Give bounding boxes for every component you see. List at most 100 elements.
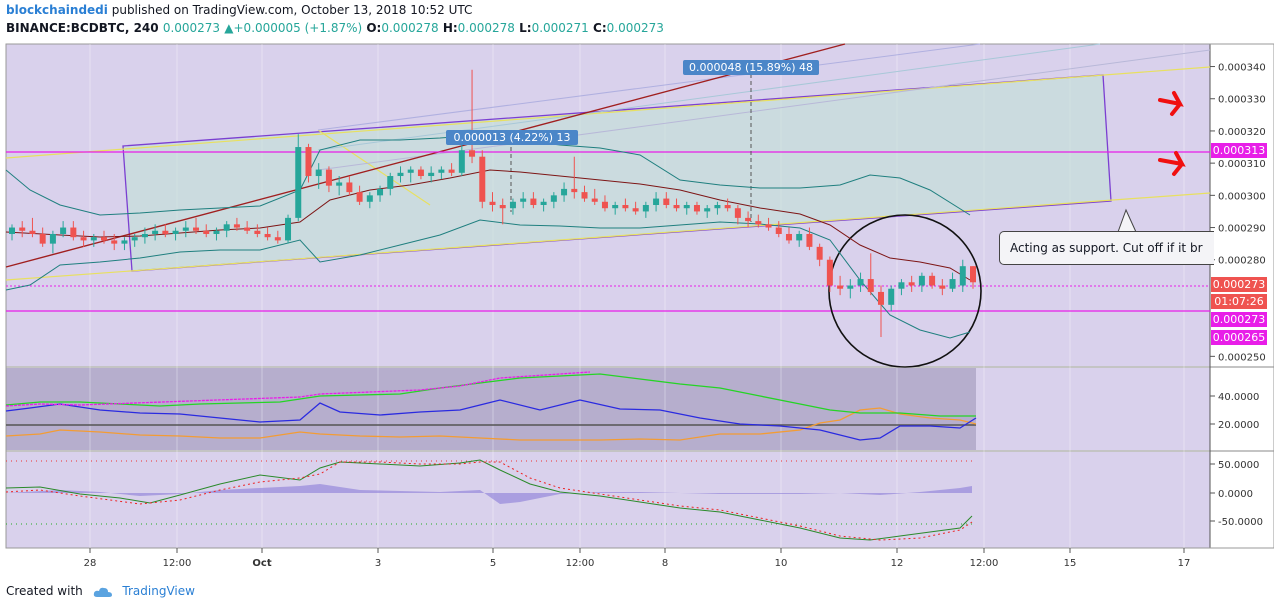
candle-body — [213, 230, 220, 234]
close-value: 0.000273 — [606, 21, 664, 35]
chart-header-publish: blockchaindedi published on TradingView.… — [6, 3, 472, 17]
badge-last-bg — [1211, 277, 1267, 292]
up-triangle-icon: ▲ — [224, 21, 234, 35]
time-tick-label: 12:00 — [163, 558, 192, 569]
candle-body — [152, 230, 159, 234]
candle-body — [867, 279, 874, 292]
badge-last: 0.000273 — [1213, 278, 1266, 291]
candle-body — [336, 182, 343, 186]
candle-body — [550, 195, 557, 202]
candle-body — [898, 282, 905, 289]
candle-body — [561, 188, 568, 196]
candle-body — [939, 285, 946, 289]
price-tick-label: 0.000340 — [1218, 63, 1266, 74]
time-tick-label: 5 — [490, 558, 496, 569]
author-name[interactable]: blockchaindedi — [6, 3, 108, 17]
candle-body — [632, 208, 639, 212]
candle-body — [346, 182, 353, 193]
candle-body — [172, 230, 179, 234]
callout-note[interactable]: Acting as support. Cut off if it br — [999, 231, 1214, 265]
symbol-label: BINANCE:BCDBTC, 240 — [6, 21, 159, 35]
candle-body — [693, 205, 700, 212]
candle-body — [356, 192, 363, 202]
candle-body — [591, 198, 598, 202]
candle-body — [203, 230, 210, 234]
candle-body — [704, 208, 711, 212]
candle-body — [39, 233, 46, 244]
candle-body — [274, 237, 281, 241]
price-tick-label: 0.000300 — [1218, 191, 1266, 202]
drawings — [5, 43, 1211, 368]
time-tick-label: 10 — [775, 558, 788, 569]
high-value: 0.000278 — [457, 21, 515, 35]
candle-body — [285, 217, 292, 241]
candle-body — [929, 275, 936, 286]
price-axis-labels[interactable]: 0.000340 0.000330 0.000320 0.000310 0.000300… — [1210, 63, 1266, 364]
candle-body — [428, 172, 435, 177]
candle-body — [101, 237, 108, 241]
time-tick-label: 12 — [891, 558, 904, 569]
candle-body — [438, 169, 445, 173]
candles — [9, 69, 976, 338]
candle-body — [60, 227, 67, 234]
tradingview-brand-link[interactable]: TradingView — [122, 584, 195, 598]
indicator-pane-2[interactable] — [6, 452, 1210, 548]
badge-low-bg — [1211, 330, 1267, 345]
candle-body — [366, 195, 373, 202]
arrow-right-icon — [1158, 151, 1186, 176]
candle-body — [918, 275, 925, 286]
candle-body — [734, 208, 741, 218]
candle-body — [826, 259, 833, 286]
candle-body — [959, 266, 966, 286]
time-tick-label: 3 — [375, 558, 381, 569]
indicator-2-lines — [5, 459, 973, 541]
time-tick-label: 15 — [1064, 558, 1077, 569]
measure-mid-label: 0.000013 (4.22%) 13 — [453, 131, 570, 144]
candle-body — [244, 227, 251, 231]
price-tick-label: 0.000330 — [1218, 95, 1266, 106]
candle-body — [254, 230, 261, 234]
change-value: +0.000005 (+1.87%) — [233, 21, 363, 35]
last-price: 0.000273 — [162, 21, 221, 35]
candle-body — [581, 192, 588, 199]
measure-top-label: 0.000048 (15.89%) 48 — [689, 61, 813, 74]
candle-body — [90, 237, 97, 241]
candle-body — [70, 227, 77, 238]
candle-body — [141, 233, 148, 238]
candle-body — [315, 169, 322, 177]
candle-body — [264, 233, 271, 238]
indicator-1-axis-labels: 40.0000 20.0000 — [1210, 392, 1259, 431]
time-tick-label: 17 — [1178, 558, 1191, 569]
candle-body — [305, 147, 312, 177]
ind1-tick-label: 40.0000 — [1218, 392, 1259, 403]
candle-body — [489, 201, 496, 205]
candle-body — [806, 233, 813, 247]
candle-body — [19, 227, 26, 231]
candle-body — [499, 205, 506, 209]
price-tick-label: 0.000320 — [1218, 127, 1266, 138]
open-value: 0.000278 — [381, 21, 439, 35]
candle-body — [642, 205, 649, 212]
candle-body — [724, 205, 731, 209]
candle-body — [325, 169, 332, 186]
ind2-tick-label: 0.0000 — [1218, 489, 1253, 500]
candle-body — [295, 147, 302, 218]
candle-body — [755, 221, 762, 225]
low-label: L: — [519, 21, 532, 35]
candle-body — [469, 150, 476, 157]
footer: Created with TradingView — [6, 584, 195, 598]
candle-body — [417, 169, 424, 177]
candle-body — [49, 233, 56, 244]
candle-body — [530, 198, 537, 205]
candle-body — [745, 217, 752, 222]
candle-body — [509, 201, 516, 209]
badge-273: 0.000273 — [1213, 313, 1266, 326]
candle-body — [785, 233, 792, 241]
badge-313: 0.000313 — [1213, 144, 1266, 157]
price-badges: 0.000313 0.000273 01:07:26 0.000273 0.00… — [1211, 143, 1267, 345]
candle-body — [857, 279, 864, 286]
badge-countdown-bg — [1211, 294, 1267, 309]
candle-body — [877, 291, 884, 305]
time-axis-labels[interactable]: 28 12:00 Oct 3 5 12:00 8 10 12 12:00 15 17 — [84, 548, 1191, 569]
